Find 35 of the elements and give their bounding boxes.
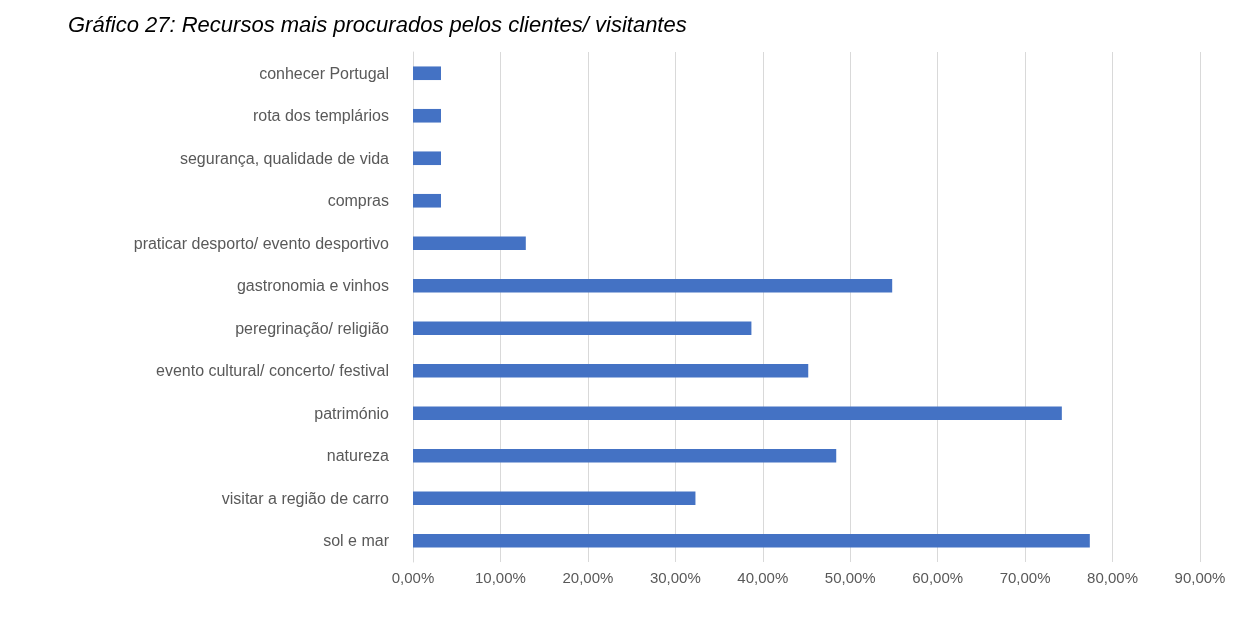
y-tick-label: praticar desporto/ evento desportivo (133, 234, 390, 252)
bar (413, 151, 441, 166)
bar (413, 193, 441, 208)
x-tick-label: 50,00% (824, 569, 876, 586)
y-tick-label: visitar a região de carro (221, 489, 390, 507)
y-tick-label: gastronomia e vinhos (236, 277, 389, 295)
bar (413, 236, 526, 251)
bar (413, 363, 809, 378)
x-tick-label: 70,00% (999, 569, 1051, 586)
x-tick-label: 20,00% (562, 569, 614, 586)
y-tick-label: natureza (326, 447, 390, 465)
y-tick-label: segurança, qualidade de vida (179, 149, 390, 167)
bar (413, 66, 441, 81)
bar (413, 108, 441, 123)
bar (413, 406, 1062, 421)
bar (413, 278, 893, 293)
x-tick-label: 40,00% (737, 569, 789, 586)
y-tick-label: sol e mar (323, 532, 390, 550)
x-tick-label: 60,00% (912, 569, 964, 586)
bar (413, 448, 837, 463)
x-tick-label: 0,00% (391, 569, 435, 586)
y-tick-label: evento cultural/ concerto/ festival (155, 362, 389, 380)
y-tick-label: património (314, 404, 390, 422)
bar (413, 533, 1090, 548)
x-tick-label: 90,00% (1174, 569, 1226, 586)
x-tick-label: 10,00% (475, 569, 526, 586)
y-tick-label: rota dos templários (252, 107, 389, 125)
y-tick-label: compras (327, 192, 389, 210)
bar (413, 491, 696, 506)
x-tick-label: 80,00% (1087, 569, 1138, 586)
chart-title: Gráfico 27: Recursos mais procurados pelos clientes/ visitantes (68, 11, 687, 37)
bar (413, 321, 752, 336)
y-tick-label: conhecer Portugal (259, 64, 389, 82)
y-tick-label: peregrinação/ religião (235, 319, 390, 337)
x-tick-label: 30,00% (649, 569, 701, 586)
